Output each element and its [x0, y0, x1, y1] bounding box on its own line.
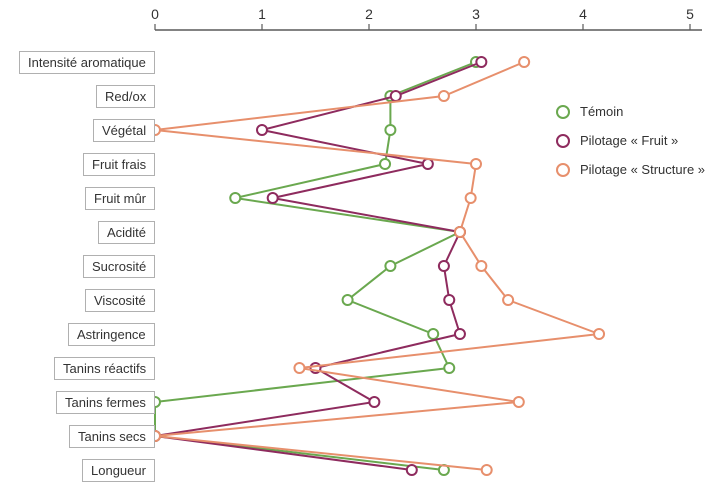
- category-label: Viscosité: [85, 289, 155, 312]
- legend-marker-icon: [556, 134, 570, 148]
- series-point: [514, 397, 524, 407]
- category-label: Intensité aromatique: [19, 51, 155, 74]
- legend-label: Pilotage « Structure »: [580, 162, 705, 177]
- series-point: [385, 125, 395, 135]
- series-point: [380, 159, 390, 169]
- series-point: [594, 329, 604, 339]
- legend-label: Pilotage « Fruit »: [580, 133, 678, 148]
- category-label: Sucrosité: [83, 255, 155, 278]
- category-label: Tanins secs: [69, 425, 155, 448]
- series-line-0: [155, 62, 476, 470]
- series-point: [439, 91, 449, 101]
- series-point: [476, 261, 486, 271]
- legend-item: Témoin: [556, 104, 705, 119]
- series-point: [466, 193, 476, 203]
- series-point: [455, 329, 465, 339]
- x-tick-label: 0: [151, 6, 159, 22]
- legend-item: Pilotage « Structure »: [556, 162, 705, 177]
- series-point: [519, 57, 529, 67]
- legend: Témoin Pilotage « Fruit » Pilotage « Struc…: [556, 104, 705, 191]
- category-label: Fruit frais: [83, 153, 155, 176]
- series-point: [407, 465, 417, 475]
- category-label: Tanins fermes: [56, 391, 155, 414]
- category-label: Tanins réactifs: [54, 357, 155, 380]
- series-point: [257, 125, 267, 135]
- legend-marker-icon: [556, 163, 570, 177]
- series-point: [428, 329, 438, 339]
- series-point: [423, 159, 433, 169]
- x-tick-label: 2: [365, 6, 373, 22]
- category-label: Fruit mûr: [85, 187, 155, 210]
- series-point: [444, 363, 454, 373]
- legend-marker-icon: [556, 105, 570, 119]
- series-point: [391, 91, 401, 101]
- series-point: [476, 57, 486, 67]
- series-point: [471, 159, 481, 169]
- series-point: [230, 193, 240, 203]
- series-point: [294, 363, 304, 373]
- series-point: [369, 397, 379, 407]
- x-tick-label: 1: [258, 6, 266, 22]
- series-point: [268, 193, 278, 203]
- series-point: [444, 295, 454, 305]
- series-point: [343, 295, 353, 305]
- x-tick-label: 3: [472, 6, 480, 22]
- category-label: Astringence: [68, 323, 155, 346]
- series-point: [482, 465, 492, 475]
- legend-item: Pilotage « Fruit »: [556, 133, 705, 148]
- category-label: Acidité: [98, 221, 155, 244]
- series-point: [503, 295, 513, 305]
- series-point: [439, 261, 449, 271]
- x-tick-label: 5: [686, 6, 694, 22]
- series-line-1: [155, 62, 481, 470]
- x-tick-label: 4: [579, 6, 587, 22]
- category-label: Végétal: [93, 119, 155, 142]
- series-point: [455, 227, 465, 237]
- category-label: Red/ox: [96, 85, 155, 108]
- category-label: Longueur: [82, 459, 155, 482]
- legend-label: Témoin: [580, 104, 623, 119]
- series-point: [385, 261, 395, 271]
- series-line-2: [155, 62, 599, 470]
